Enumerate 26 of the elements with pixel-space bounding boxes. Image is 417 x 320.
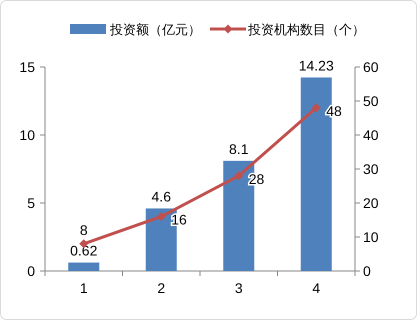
y2-tick-label: 30 [363, 161, 379, 177]
y2-tick-label: 20 [363, 195, 379, 211]
y-tick-label: 5 [27, 195, 36, 211]
legend-label: 投资额（亿元） [109, 22, 201, 37]
y2-tick-label: 0 [363, 263, 371, 279]
point [156, 212, 166, 222]
point [312, 103, 321, 112]
y2-tick-label: 60 [363, 59, 379, 75]
y-tick-label: 10 [19, 127, 36, 143]
y-tick-label: 0 [27, 263, 36, 279]
x-tick-label: 1 [80, 280, 88, 296]
x-tick-label: 4 [312, 280, 320, 296]
data-label: 8.1 [229, 140, 249, 157]
y-tick-label: 15 [19, 59, 36, 75]
data-label: 4.6 [152, 188, 172, 204]
data-label: 0.62 [70, 242, 98, 259]
data-label: 8 [80, 222, 88, 238]
bar [68, 262, 100, 271]
y2-tick-label: 50 [363, 93, 379, 109]
legend-label: 投资机构数目（个） [247, 22, 365, 37]
data-label: 14.23 [298, 57, 334, 74]
point [234, 171, 244, 180]
y2-tick-label: 10 [363, 229, 379, 245]
x-tick-label: 3 [234, 280, 243, 296]
x-tick-label: 2 [157, 280, 166, 296]
y2-tick-label: 40 [363, 127, 379, 143]
